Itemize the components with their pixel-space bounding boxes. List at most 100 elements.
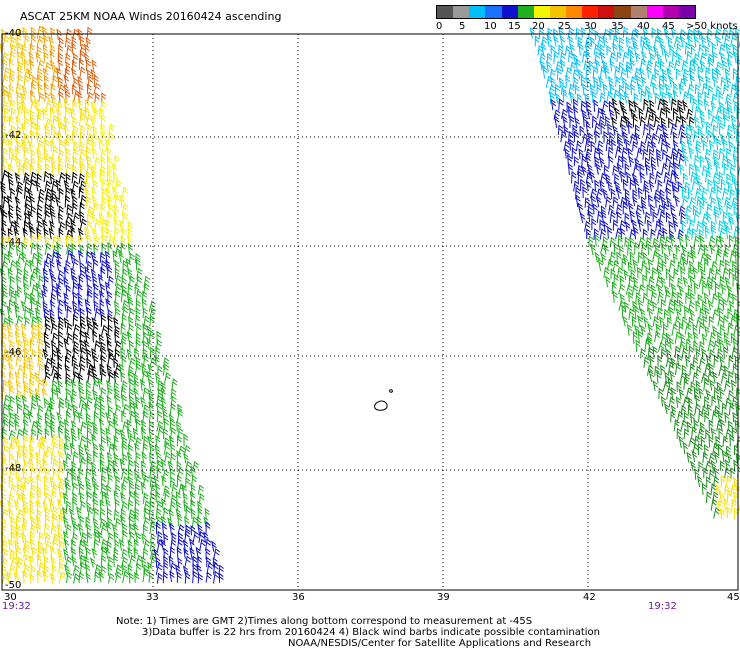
wind-barb — [162, 469, 170, 481]
wind-barb — [93, 82, 101, 95]
wind-barb — [9, 74, 15, 87]
wind-barb — [615, 203, 623, 215]
wind-barb — [183, 452, 189, 464]
wind-barb — [618, 283, 626, 295]
wind-barb — [550, 44, 556, 55]
wind-barb — [206, 562, 214, 575]
wind-barb — [64, 564, 70, 575]
wind-barb — [49, 220, 55, 232]
wind-barb — [2, 508, 9, 519]
wind-barb — [670, 203, 676, 215]
wind-barb — [720, 283, 727, 295]
wind-barb — [85, 546, 91, 559]
wind-barb — [188, 537, 195, 551]
wind-barb — [0, 452, 7, 464]
wind-barb — [143, 275, 151, 288]
wind-barb — [610, 187, 616, 200]
wind-barb — [127, 539, 133, 551]
wind-barb — [50, 124, 57, 136]
wind-barb — [58, 451, 65, 464]
wind-barb — [56, 411, 63, 424]
wind-barb — [27, 209, 33, 224]
wind-barb — [113, 435, 119, 448]
wind-barb — [688, 437, 696, 448]
wind-barb — [41, 458, 48, 472]
wind-barb — [687, 396, 693, 409]
wind-barb — [92, 322, 99, 335]
wind-barb — [44, 315, 51, 327]
wind-barb — [58, 330, 64, 344]
wind-barb — [37, 59, 45, 71]
wind-barb — [189, 490, 196, 504]
wind-barb — [612, 219, 619, 231]
wind-barb — [77, 299, 83, 312]
wind-barb — [65, 397, 71, 408]
wind-barb — [86, 396, 93, 407]
wind-barb — [652, 301, 658, 312]
wind-barb — [632, 140, 638, 151]
wind-barb — [560, 130, 567, 143]
wind-barb — [37, 139, 44, 152]
wind-barb — [643, 123, 649, 136]
wind-barb — [85, 467, 92, 480]
wind-barb — [71, 433, 77, 447]
wind-barb — [127, 227, 133, 239]
wind-barb — [121, 203, 129, 216]
wind-barb — [52, 332, 59, 343]
wind-barb — [90, 250, 97, 263]
wind-barb — [711, 395, 717, 407]
wind-barb — [16, 493, 23, 504]
wind-barb — [86, 457, 92, 471]
wind-barb — [635, 292, 642, 304]
wind-barb — [579, 125, 585, 136]
wind-barb — [80, 421, 88, 432]
wind-barb — [185, 477, 191, 488]
wind-barb — [589, 170, 596, 184]
wind-barb — [91, 433, 97, 447]
wind-barb — [718, 490, 725, 503]
wind-barb — [539, 52, 546, 64]
wind-barb — [41, 546, 48, 559]
wind-barb — [23, 554, 31, 567]
wind-barb — [135, 562, 142, 576]
wind-barb — [66, 322, 73, 335]
wind-barb — [6, 305, 13, 319]
wind-barb — [641, 242, 647, 256]
wind-barb — [65, 220, 71, 231]
wind-barb — [86, 380, 91, 392]
wind-barb — [732, 362, 739, 375]
wind-barb — [182, 565, 189, 577]
wind-barb — [718, 121, 725, 135]
wind-barb — [609, 251, 616, 264]
wind-barb — [49, 299, 56, 312]
wind-barb — [626, 171, 632, 184]
wind-barb — [184, 555, 192, 567]
note-line-3: NOAA/NESDIS/Center for Satellite Applica… — [288, 638, 592, 649]
wind-barb — [707, 129, 713, 143]
wind-barb — [57, 306, 63, 320]
wind-barb — [692, 57, 698, 72]
wind-barb — [723, 220, 729, 232]
wind-barb — [23, 385, 29, 399]
wind-barb — [64, 155, 71, 168]
wind-barb — [49, 92, 56, 103]
wind-barb — [132, 427, 139, 441]
wind-barb — [86, 306, 92, 319]
wind-barb — [15, 354, 22, 367]
wind-barb — [42, 378, 48, 392]
wind-barb — [86, 233, 92, 247]
wind-barb — [105, 332, 112, 344]
wind-barb — [63, 116, 70, 127]
wind-barb — [155, 434, 161, 447]
wind-barb — [568, 35, 574, 47]
wind-barb — [177, 524, 185, 535]
wind-barb — [612, 164, 619, 176]
wind-barb — [36, 508, 42, 520]
wind-barb — [149, 442, 155, 455]
wind-barb — [16, 403, 23, 415]
wind-barb — [51, 145, 59, 159]
wind-barb — [104, 546, 111, 559]
wind-barb — [581, 82, 588, 96]
wind-barb — [648, 179, 655, 192]
wind-barb — [58, 540, 65, 552]
